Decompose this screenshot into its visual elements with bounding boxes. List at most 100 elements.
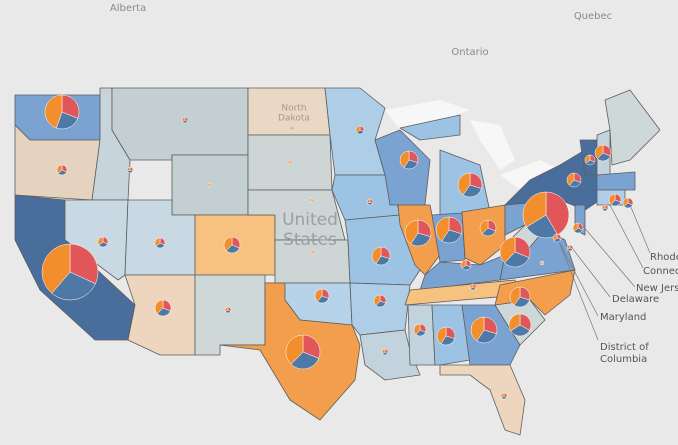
- pie-slice: [572, 222, 579, 232]
- pie-slice: [448, 216, 463, 235]
- pie-slice: [522, 191, 547, 228]
- pie-slice: [302, 334, 321, 359]
- pie-slice: [289, 125, 293, 131]
- state: [324, 87, 386, 176]
- pie-slice: [479, 219, 489, 235]
- lakes: [385, 100, 560, 190]
- leader-line: [581, 224, 636, 288]
- state: [111, 87, 249, 161]
- state: [194, 274, 266, 356]
- callout-label: Delaware: [612, 294, 659, 305]
- pie-slice: [154, 299, 164, 315]
- pies: [41, 94, 634, 400]
- pie-slice: [207, 182, 211, 188]
- pie-slice: [460, 259, 467, 269]
- pie-slice: [566, 172, 575, 186]
- callout-label: Connecticut: [643, 266, 678, 277]
- pie-slice: [287, 159, 291, 165]
- pie-slice: [510, 324, 530, 337]
- pie-slice: [61, 94, 80, 119]
- lake: [470, 120, 515, 170]
- state: [64, 199, 129, 281]
- pie-slice: [594, 144, 604, 160]
- pie-slice: [545, 191, 570, 236]
- pie-slice: [417, 219, 432, 238]
- pie-slice: [56, 164, 63, 174]
- pie-slice: [566, 244, 571, 250]
- states: [14, 87, 661, 436]
- pie-slice: [181, 116, 186, 122]
- state: [439, 364, 526, 436]
- pie-slice: [499, 236, 516, 264]
- pie-slice: [69, 243, 99, 285]
- pie-slice: [435, 216, 450, 242]
- callout-label: New Jersey: [636, 283, 678, 294]
- pie-slice: [51, 271, 96, 301]
- pie-slice: [469, 283, 474, 289]
- lake: [385, 100, 470, 130]
- state: [399, 114, 461, 141]
- state-label: North: [281, 104, 306, 114]
- lake: [500, 160, 560, 190]
- pie-slice: [514, 236, 531, 258]
- place-label: Alberta: [110, 3, 146, 14]
- pie-slice: [410, 232, 431, 247]
- pie-slice: [41, 243, 71, 294]
- state-label: Dakota: [278, 114, 310, 124]
- pie-slice: [399, 150, 410, 168]
- pie-slice: [371, 246, 382, 264]
- pie-slice: [413, 323, 421, 335]
- pie-slice: [154, 237, 161, 247]
- pie-slice: [290, 351, 320, 370]
- pie-slice: [223, 236, 233, 252]
- country-label: States: [283, 230, 337, 250]
- state: [359, 329, 421, 381]
- pie-slice: [601, 204, 606, 210]
- leader-line: [571, 247, 611, 298]
- leader-lines: [557, 199, 651, 341]
- pie-slice: [285, 334, 304, 365]
- callout-label: Maryland: [600, 312, 646, 323]
- pie-slice: [500, 392, 505, 398]
- state: [596, 171, 636, 191]
- leader-line: [609, 204, 644, 269]
- state: [461, 204, 506, 266]
- place-label: Ontario: [451, 47, 488, 58]
- pie-slice: [310, 249, 314, 255]
- leader-line: [627, 199, 651, 254]
- pie-slice: [457, 172, 471, 196]
- pie-slice: [373, 294, 381, 306]
- callout-label: Rhode Island: [650, 252, 678, 263]
- pie-slice: [224, 306, 229, 312]
- leader-line: [557, 239, 599, 317]
- pie-slice: [381, 348, 386, 354]
- pie-slice: [470, 316, 485, 342]
- pie-slice: [552, 233, 558, 242]
- place-label: Quebec: [574, 11, 612, 22]
- pie-slice: [584, 154, 591, 164]
- callout-label: Columbia: [600, 354, 647, 365]
- pie-slice: [309, 197, 313, 203]
- state: [604, 89, 661, 166]
- pie-slice: [314, 288, 323, 302]
- pie-slice: [504, 251, 530, 268]
- pie-slice: [509, 286, 521, 306]
- pie-slice: [476, 329, 497, 344]
- pie-slice: [508, 313, 521, 332]
- pie-slice: [622, 197, 629, 207]
- pie-slice: [441, 229, 462, 244]
- pie-slice: [608, 193, 616, 205]
- pie-slice: [44, 94, 63, 129]
- pie-slice: [126, 166, 131, 172]
- pie-slice: [366, 198, 371, 204]
- country-label: United: [282, 210, 338, 230]
- state: [349, 282, 411, 336]
- pie-slice: [483, 316, 498, 335]
- leader-line: [559, 243, 599, 341]
- pie-slice: [436, 326, 447, 344]
- pie-slice: [97, 236, 104, 246]
- pie-slice: [355, 125, 361, 134]
- callout-label: District of: [600, 342, 649, 353]
- pie-slice: [539, 260, 543, 266]
